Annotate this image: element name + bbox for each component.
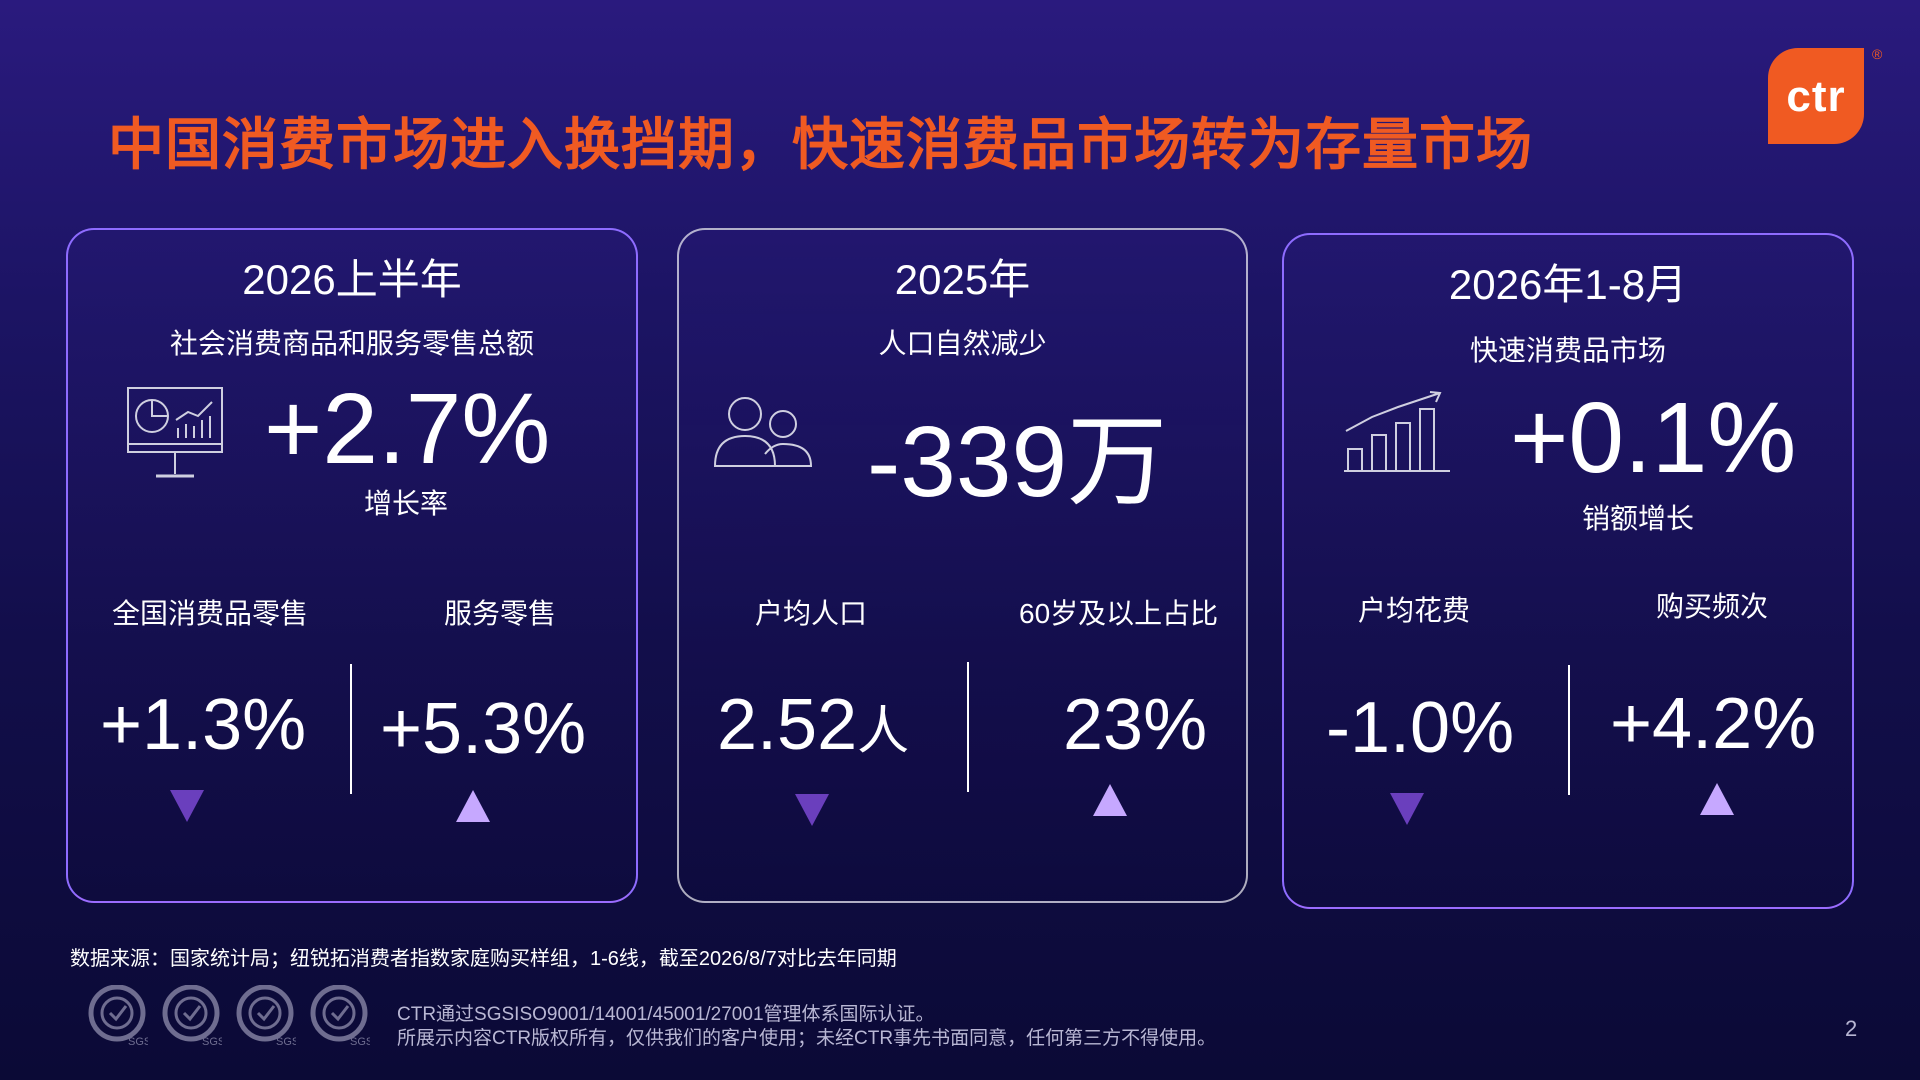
left-metric-label: 户均人口 xyxy=(755,598,868,629)
trend-up-icon xyxy=(456,790,490,822)
monitor-chart-icon xyxy=(127,387,223,478)
big-label: 销额增长 xyxy=(1582,503,1695,534)
trend-up-icon xyxy=(1700,783,1734,815)
divider xyxy=(967,662,969,792)
cert-label: SGS xyxy=(276,1036,296,1047)
sgs-cert-icon: SGS xyxy=(310,985,370,1047)
trend-down-icon xyxy=(1390,793,1424,825)
left-metric-label: 全国消费品零售 xyxy=(112,598,309,629)
page-number: 2 xyxy=(1845,1016,1858,1041)
page-title: 中国消费市场进入换挡期，快速消费品市场转为存量市场 xyxy=(108,113,1533,176)
right-metric-value: +5.3% xyxy=(380,689,587,769)
big-value: +0.1% xyxy=(1510,382,1797,494)
right-metric-label: 60岁及以上占比 xyxy=(1019,598,1219,629)
divider xyxy=(350,664,352,794)
left-metric-value: -1.0% xyxy=(1326,688,1515,768)
disclaimer-line: CTR通过SGSISO9001/14001/45001/27001管理体系国际认… xyxy=(397,1004,935,1025)
sgs-cert-icon: SGS xyxy=(236,985,296,1047)
trend-down-icon xyxy=(795,794,829,826)
right-metric-label: 购买频次 xyxy=(1656,591,1769,622)
ctr-logo: ctr xyxy=(1768,48,1864,144)
card-subtitle: 快速消费品市场 xyxy=(1469,335,1666,366)
right-metric-value: +4.2% xyxy=(1610,684,1817,764)
left-metric-unit: 人 xyxy=(857,703,910,761)
card-population: 2025年 人口自然减少 -339万 户均人口 60岁及以上占比 2.52人 2… xyxy=(677,228,1248,903)
card-period: 2026上半年 xyxy=(242,256,462,303)
left-metric-value-wrapper: 2.52人 xyxy=(717,684,909,766)
card-period: 2025年 xyxy=(894,256,1031,303)
left-metric-value: 2.52 xyxy=(717,685,858,765)
cert-label: SGS xyxy=(350,1036,370,1047)
card-fmcg: 2026年1-8月 快速消费品市场 +0.1% 销额增长 户均花费 购买频次 -… xyxy=(1282,233,1854,909)
people-icon xyxy=(713,397,813,467)
trend-down-icon xyxy=(170,790,204,822)
sgs-cert-icon: SGS xyxy=(88,985,148,1047)
registered-mark: ® xyxy=(1872,46,1883,62)
divider xyxy=(1568,665,1570,795)
data-source-note: 数据来源：国家统计局；纽锐拓消费者指数家庭购买样组，1-6线，截至2026/8/… xyxy=(70,948,897,970)
left-metric-label: 户均花费 xyxy=(1358,595,1471,626)
cert-label: SGS xyxy=(128,1036,148,1047)
big-value: +2.7% xyxy=(264,373,551,485)
big-value-wrapper: -339万 xyxy=(867,380,1167,525)
right-metric-value: 23% xyxy=(1063,685,1208,765)
disclaimer-line: 所展示内容CTR版权所有，仅供我们的客户使用；未经CTR事先书面同意，任何第三方… xyxy=(397,1028,1217,1049)
big-value: -339 xyxy=(867,406,1068,518)
card-subtitle: 社会消费商品和服务零售总额 xyxy=(169,328,534,359)
card-period: 2026年1-8月 xyxy=(1448,261,1688,308)
big-label: 增长率 xyxy=(364,488,449,519)
logo-text: ctr xyxy=(1786,72,1846,121)
left-metric-value: +1.3% xyxy=(100,685,307,765)
big-unit: 万 xyxy=(1067,406,1168,518)
copyright-disclaimer: CTR通过SGSISO9001/14001/45001/27001管理体系国际认… xyxy=(397,1003,1216,1051)
trend-up-icon xyxy=(1093,784,1127,816)
growth-bar-chart-icon xyxy=(1344,391,1450,472)
card-retail-sales: 2026上半年 社会消费商品和服务零售总额 +2.7% 增长率 全国消费品零售 … xyxy=(66,228,638,903)
sgs-cert-icon: SGS xyxy=(162,985,222,1047)
card-subtitle: 人口自然减少 xyxy=(878,328,1047,359)
cert-label: SGS xyxy=(202,1036,222,1047)
right-metric-label: 服务零售 xyxy=(444,598,557,629)
